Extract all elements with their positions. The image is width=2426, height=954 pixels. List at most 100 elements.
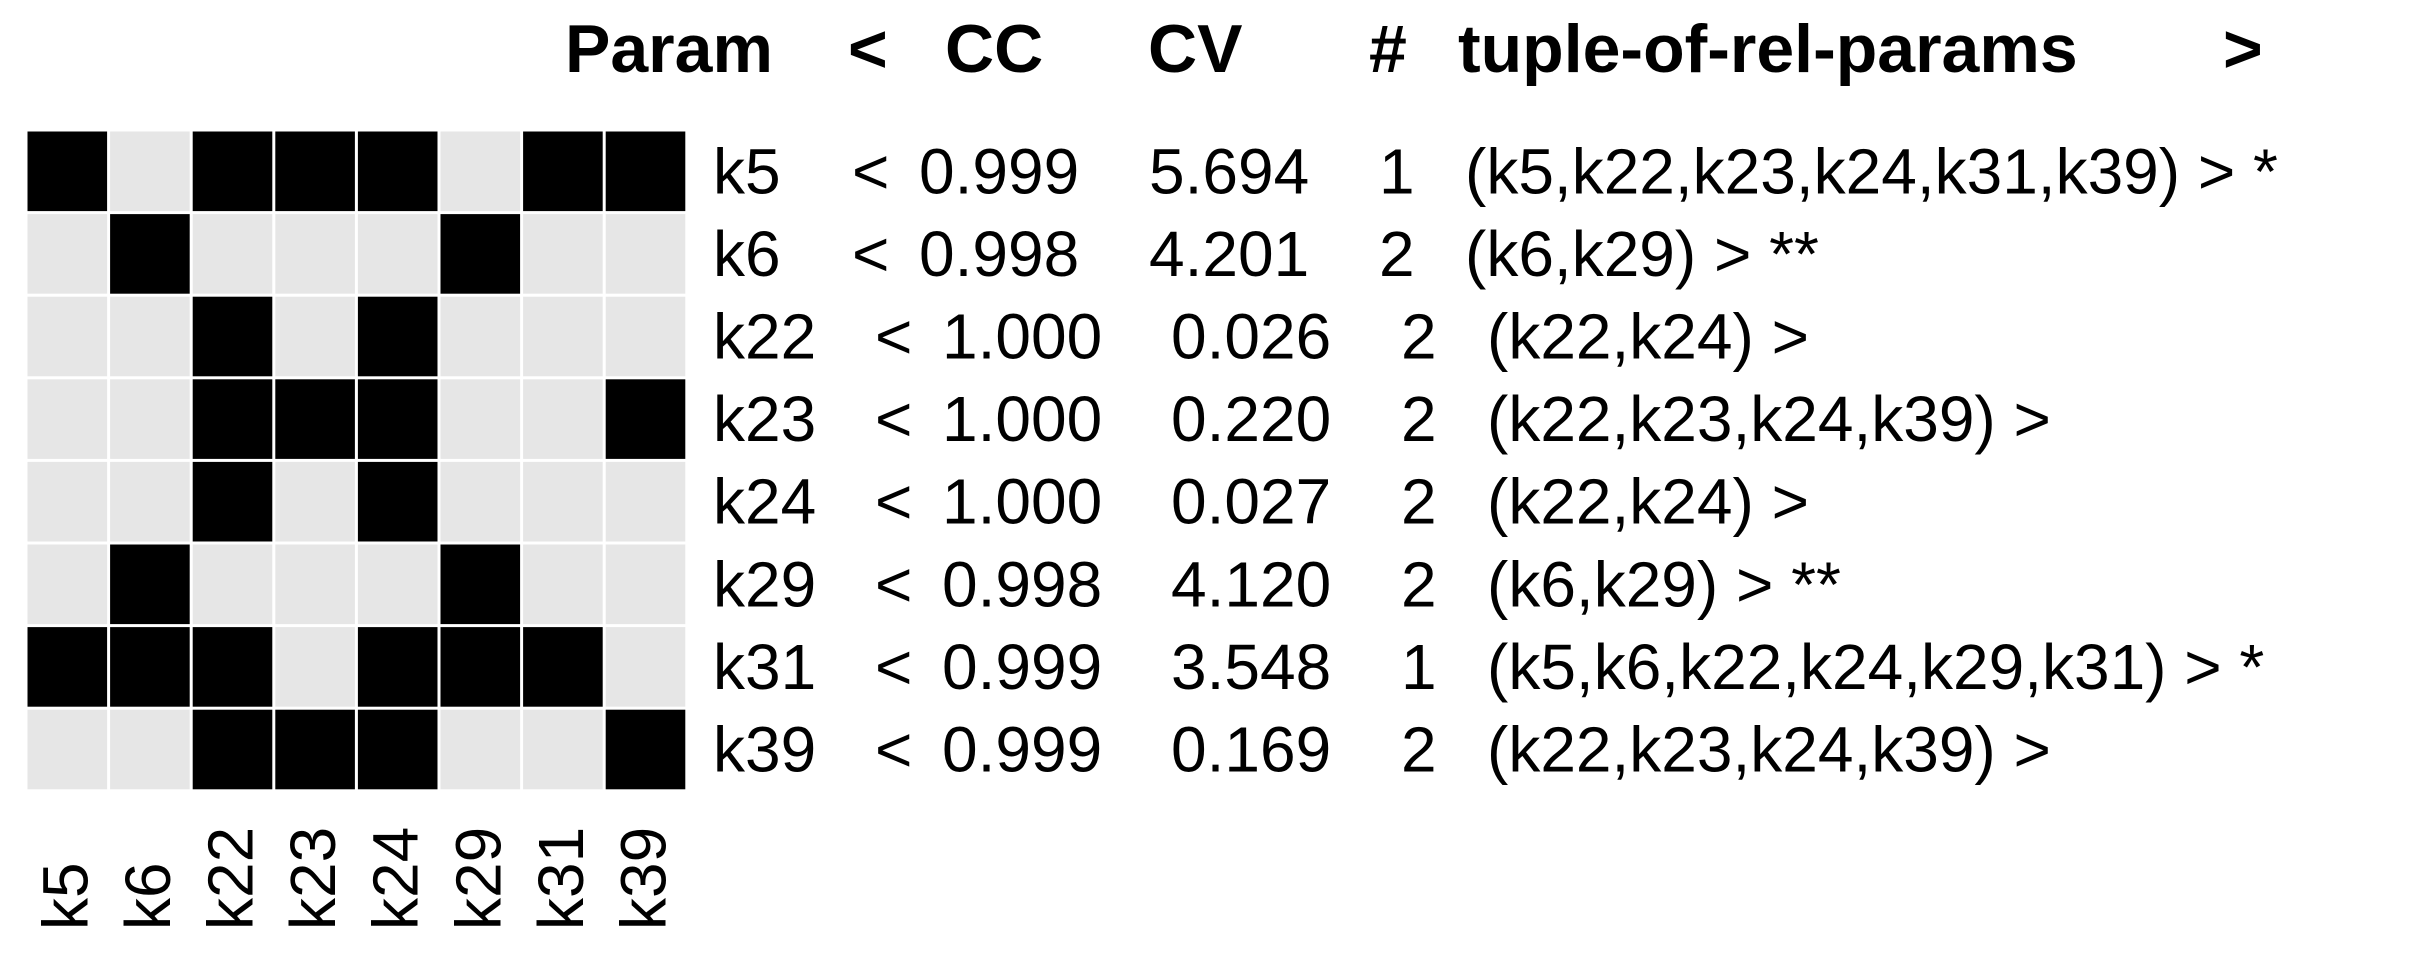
row-k23-n: 2 xyxy=(1401,383,1437,455)
matrix-cell-k39-k39 xyxy=(605,709,686,790)
matrix-cell-k5-k29 xyxy=(440,131,521,212)
matrix-cell-k39-k6 xyxy=(110,709,190,790)
row-k39-lt: < xyxy=(875,714,912,786)
row-k24: k24 <1.000 0.027 2 (k22,k24) > xyxy=(713,466,1809,538)
row-k31-cv: 3.548 xyxy=(1171,631,1331,703)
row-k31-lt: < xyxy=(875,631,912,703)
row-k22-lt: < xyxy=(875,301,912,373)
x-tick-k6: k6 xyxy=(112,862,184,930)
row-k6-lt: < xyxy=(852,218,889,290)
x-tick-k24: k24 xyxy=(360,827,432,930)
matrix-cell-k39-k24 xyxy=(357,709,438,790)
row-k22-cc: 1.000 xyxy=(942,301,1102,373)
row-k22-n: 2 xyxy=(1401,301,1437,373)
matrix-cell-k22-k24 xyxy=(357,296,438,377)
x-tick-k23: k23 xyxy=(277,827,349,930)
row-k29: k29 <0.998 4.120 2 (k6,k29) > ** xyxy=(713,548,1841,620)
matrix-cell-k6-k31 xyxy=(523,214,603,294)
row-k39-cc: 0.999 xyxy=(942,714,1102,786)
row-k5-param: k5 xyxy=(713,135,781,207)
x-tick-k31: k31 xyxy=(525,827,597,930)
row-k23-tuple: (k22,k23,k24,k39) > xyxy=(1487,383,2051,455)
row-k22-param: k22 xyxy=(713,301,816,373)
matrix-cell-k39-k22 xyxy=(192,709,273,790)
row-k6-cv: 4.201 xyxy=(1149,218,1309,290)
matrix-cell-k6-k5 xyxy=(27,214,108,294)
row-k24-param: k24 xyxy=(713,466,816,538)
header-cc: CC xyxy=(945,11,1043,87)
matrix-cell-k6-k39 xyxy=(605,214,686,294)
matrix-cell-k29-k23 xyxy=(275,544,355,625)
matrix-cell-k29-k39 xyxy=(605,544,686,625)
row-k5-lt: < xyxy=(852,135,889,207)
row-k29-cc: 0.998 xyxy=(942,548,1102,620)
row-k24-lt: < xyxy=(875,466,912,538)
row-k29-lt: < xyxy=(875,548,912,620)
matrix-cell-k6-k29 xyxy=(440,214,521,294)
matrix-cell-k24-k24 xyxy=(357,461,438,542)
matrix-cell-k5-k6 xyxy=(110,131,190,212)
header-cv: CV xyxy=(1148,11,1242,87)
row-k5-cc: 0.999 xyxy=(919,135,1079,207)
matrix-cell-k5-k22 xyxy=(192,131,273,212)
matrix-cell-k23-k6 xyxy=(110,379,190,459)
row-k31-tuple: (k5,k6,k22,k24,k29,k31) > * xyxy=(1487,631,2264,703)
row-k6-cc: 0.998 xyxy=(919,218,1079,290)
matrix-cell-k24-k29 xyxy=(440,461,521,542)
matrix-cell-k31-k22 xyxy=(192,627,273,707)
row-k29-cv: 4.120 xyxy=(1171,548,1331,620)
matrix-cell-k31-k24 xyxy=(357,627,438,707)
matrix-cell-k31-k29 xyxy=(440,627,521,707)
matrix-cell-k23-k23 xyxy=(275,379,355,459)
row-k22: k22 <1.000 0.026 2 (k22,k24) > xyxy=(713,301,1809,373)
row-k5: k5 <0.999 5.694 1 (k5,k22,k23,k24,k31,k39) >… xyxy=(713,135,2278,207)
matrix-cell-k29-k31 xyxy=(523,544,603,625)
matrix-cell-k22-k29 xyxy=(440,296,521,377)
row-k5-cv: 5.694 xyxy=(1149,135,1309,207)
matrix-cell-k22-k23 xyxy=(275,296,355,377)
matrix-cell-k22-k22 xyxy=(192,296,273,377)
row-k29-param: k29 xyxy=(713,548,816,620)
matrix-cell-k22-k6 xyxy=(110,296,190,377)
row-k39-cv: 0.169 xyxy=(1171,714,1331,786)
row-k39-param: k39 xyxy=(713,714,816,786)
matrix-cell-k24-k23 xyxy=(275,461,355,542)
header-count: # xyxy=(1369,11,1407,87)
matrix-cell-k24-k5 xyxy=(27,461,108,542)
matrix-cell-k29-k6 xyxy=(110,544,190,625)
matrix-cell-k6-k22 xyxy=(192,214,273,294)
matrix-cell-k5-k5 xyxy=(27,131,108,212)
matrix-cell-k23-k24 xyxy=(357,379,438,459)
heatmap-matrix xyxy=(26,130,687,791)
matrix-cell-k39-k23 xyxy=(275,709,355,790)
row-k31-n: 1 xyxy=(1401,631,1437,703)
row-k5-tuple: (k5,k22,k23,k24,k31,k39) > * xyxy=(1465,135,2278,207)
row-k6-param: k6 xyxy=(713,218,781,290)
x-tick-k5: k5 xyxy=(29,862,101,930)
matrix-cell-k31-k6 xyxy=(110,627,190,707)
x-tick-k39: k39 xyxy=(608,827,680,930)
row-k6: k6 <0.998 4.201 2 (k6,k29) > ** xyxy=(713,218,1819,290)
matrix-cell-k23-k29 xyxy=(440,379,521,459)
matrix-cell-k5-k39 xyxy=(605,131,686,212)
matrix-cell-k39-k5 xyxy=(27,709,108,790)
header-tuple: tuple-of-rel-params xyxy=(1458,11,2078,87)
matrix-cell-k5-k31 xyxy=(523,131,603,212)
row-annotations: k5 <0.999 5.694 1 (k5,k22,k23,k24,k31,k39) >… xyxy=(713,135,2278,785)
header-gt: > xyxy=(2223,11,2263,87)
matrix-cell-k31-k23 xyxy=(275,627,355,707)
column-header: Param < CC CV # tuple-of-rel-params > xyxy=(565,11,2263,87)
row-k23: k23 <1.000 0.220 2 (k22,k23,k24,k39) > xyxy=(713,383,2051,455)
row-k23-cv: 0.220 xyxy=(1171,383,1331,455)
x-tick-k29: k29 xyxy=(442,827,514,930)
header-lt: < xyxy=(848,11,888,87)
matrix-cell-k31-k31 xyxy=(523,627,603,707)
matrix-cell-k5-k24 xyxy=(357,131,438,212)
matrix-cell-k39-k29 xyxy=(440,709,521,790)
matrix-cell-k5-k23 xyxy=(275,131,355,212)
row-k22-cv: 0.026 xyxy=(1171,301,1331,373)
matrix-cell-k29-k29 xyxy=(440,544,521,625)
matrix-cell-k6-k6 xyxy=(110,214,190,294)
matrix-cell-k22-k31 xyxy=(523,296,603,377)
row-k24-cc: 1.000 xyxy=(942,466,1102,538)
